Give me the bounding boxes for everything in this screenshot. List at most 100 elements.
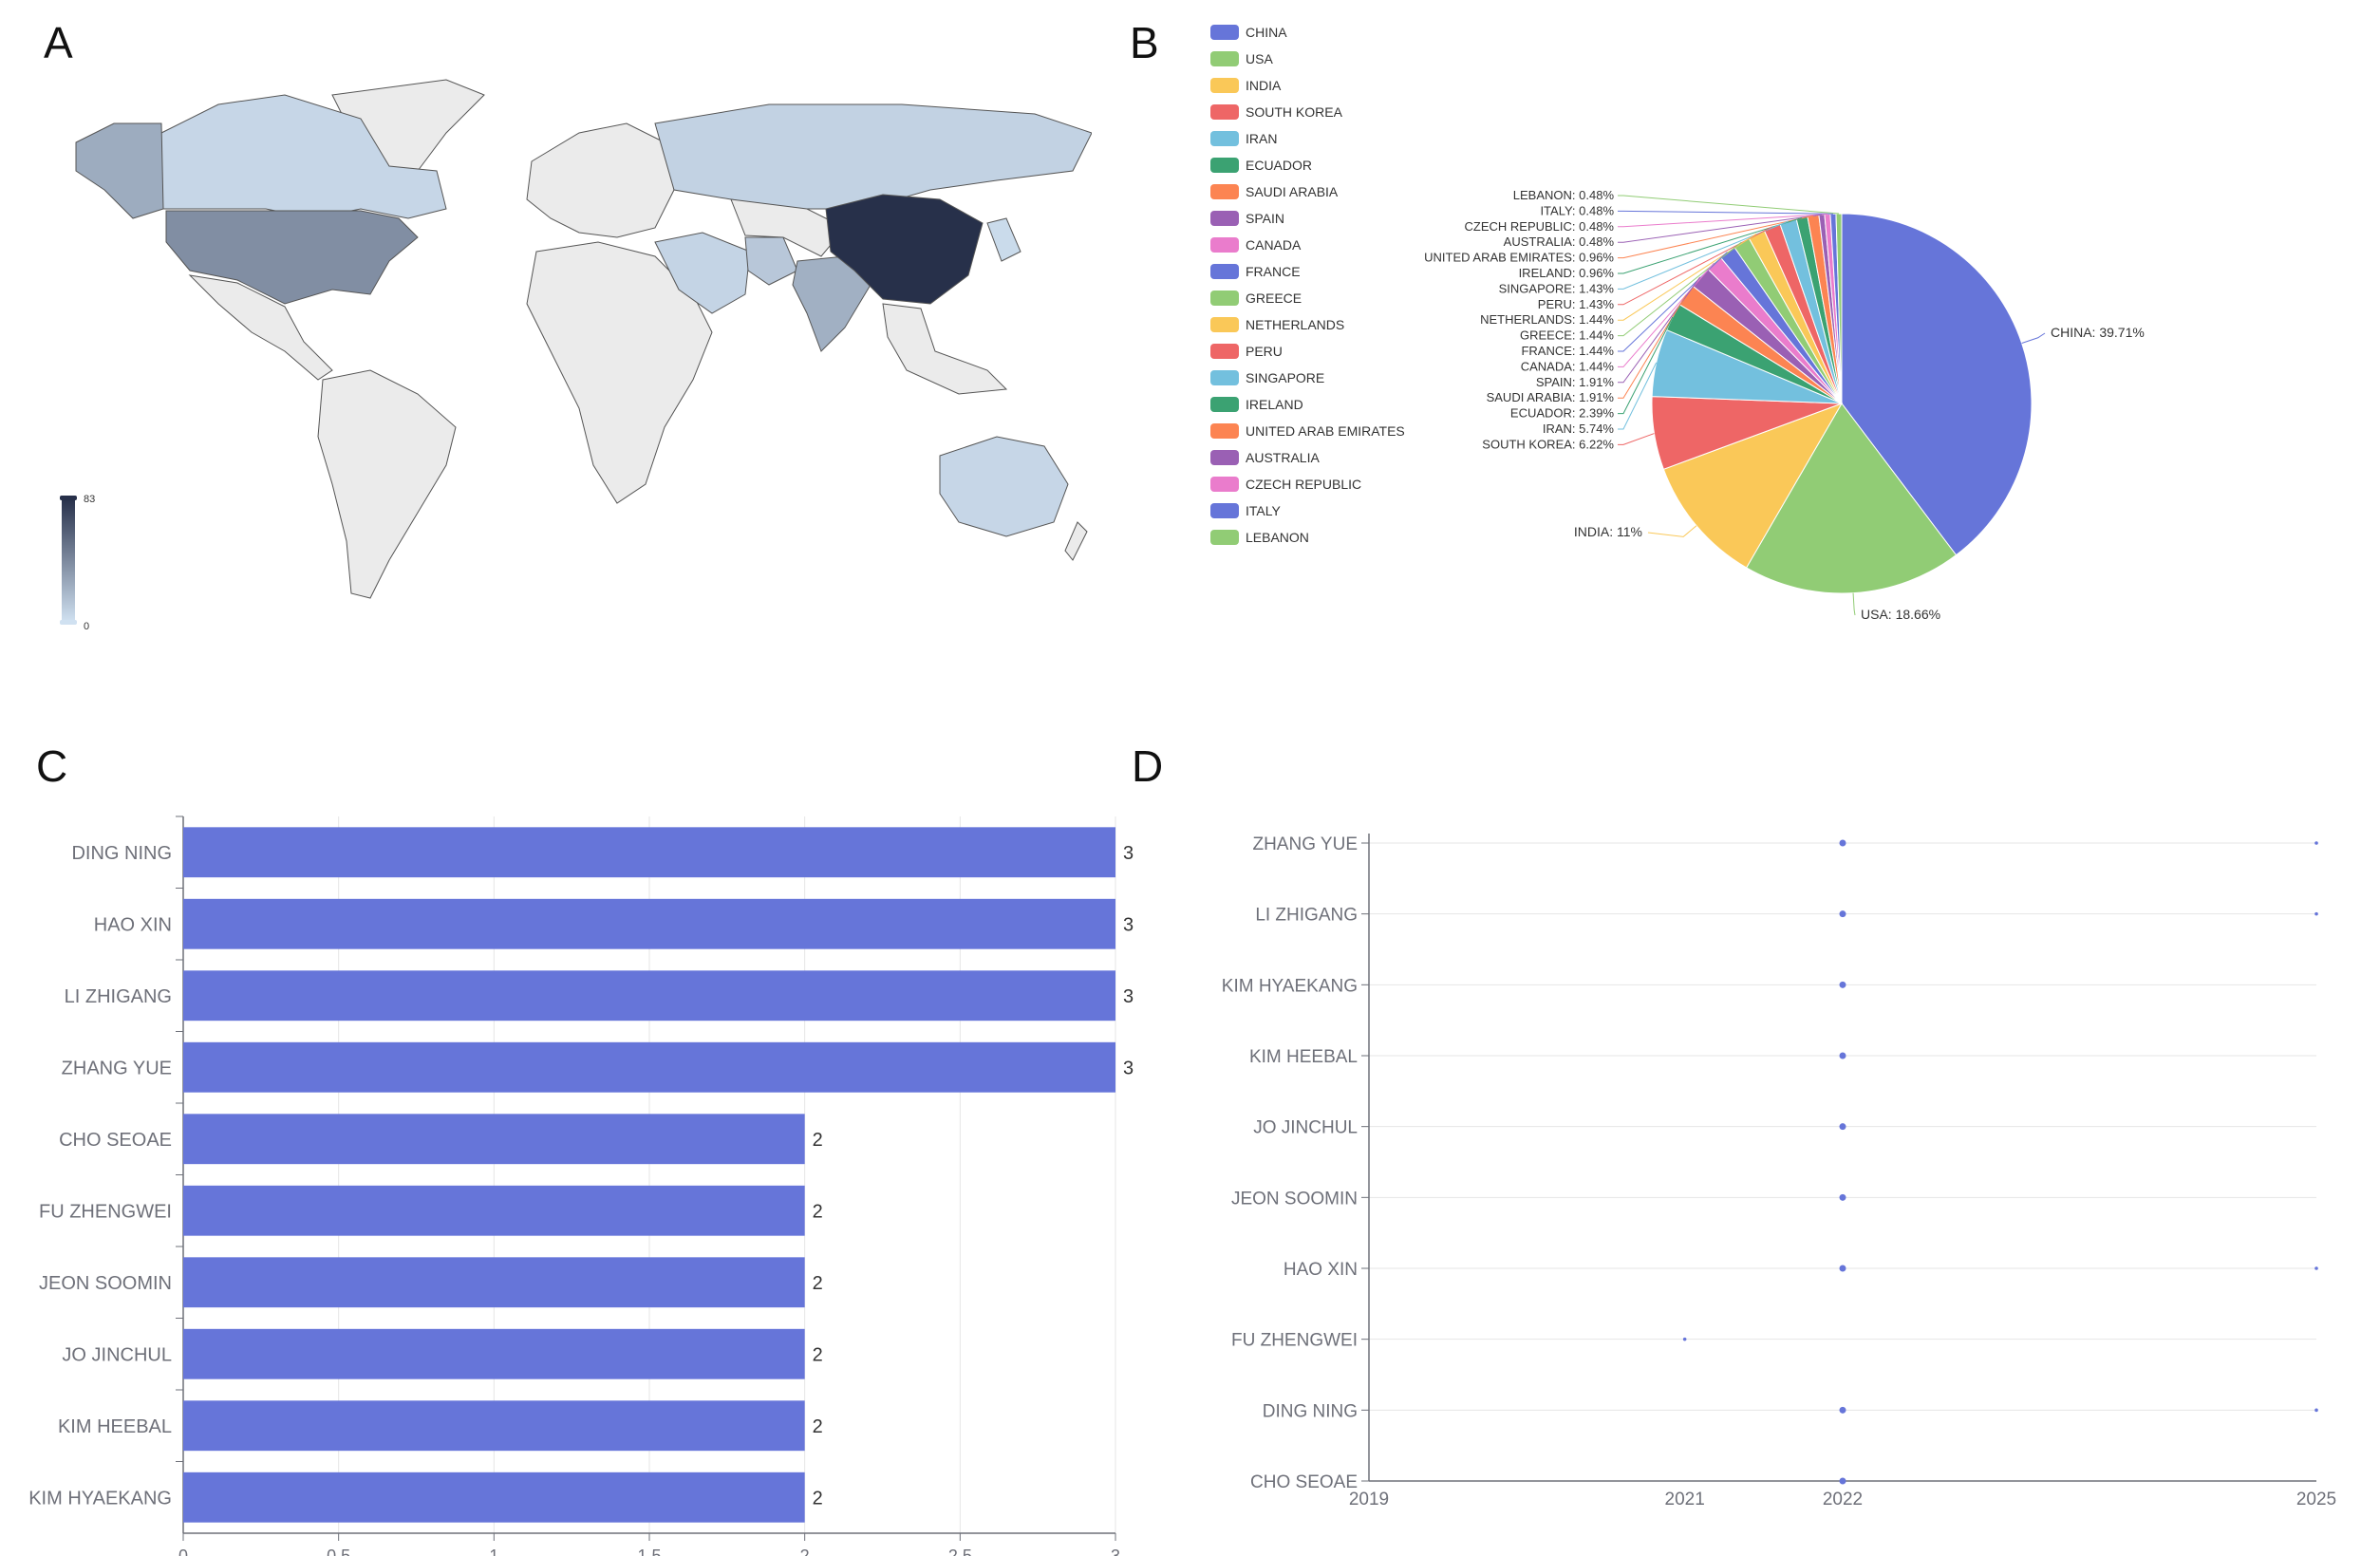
x-tick-label: 0.5 [327, 1547, 350, 1556]
pie-slice[interactable] [1841, 213, 2033, 556]
map-land [75, 79, 1092, 599]
bar[interactable] [183, 1114, 805, 1165]
bar[interactable] [183, 1400, 805, 1452]
scatter-point[interactable] [1839, 981, 1846, 988]
bar[interactable] [183, 1041, 1115, 1093]
pie-slice-label: PERU: 1.43% [1538, 297, 1615, 311]
scatter-point[interactable] [1839, 1265, 1846, 1272]
bar-value-label: 2 [813, 1130, 823, 1151]
y-category-label: HAO XIN [1284, 1260, 1358, 1280]
bar[interactable] [183, 898, 1115, 949]
legend-item[interactable]: CHINA [1210, 25, 1287, 40]
pie-slices [1651, 213, 2033, 594]
bar[interactable] [183, 1257, 805, 1308]
scatter-point[interactable] [1839, 1123, 1846, 1131]
legend-item[interactable]: LEBANON [1210, 530, 1309, 545]
legend-label: GREECE [1246, 291, 1302, 306]
scatter-point[interactable] [1839, 1477, 1846, 1485]
pie-slice-label: CANADA: 1.44% [1521, 359, 1615, 373]
pie-label-line [1618, 214, 1822, 243]
pie-label-line [1618, 195, 1840, 215]
y-category-label: DING NING [1263, 1401, 1358, 1421]
pie-slice-label: IRAN: 5.74% [1543, 422, 1615, 436]
country-new-zealand [1064, 521, 1088, 561]
legend-label: ITALY [1246, 503, 1281, 518]
legend-item[interactable]: IRELAND [1210, 397, 1303, 412]
legend-item[interactable]: GREECE [1210, 291, 1302, 306]
x-tick-label: 2021 [1665, 1490, 1705, 1509]
x-tick-label: 1 [489, 1547, 498, 1556]
pie-label-line [1618, 233, 1757, 321]
pie-label-line [1618, 316, 1674, 415]
scatter-point[interactable] [1839, 910, 1846, 918]
legend-swatch [1210, 370, 1239, 385]
legend-handle-high[interactable] [60, 496, 77, 500]
scatter-point[interactable] [2314, 841, 2318, 845]
scatter-point[interactable] [1839, 1406, 1846, 1414]
pie-label-line [1618, 215, 1814, 259]
bar-value-label: 3 [1123, 986, 1134, 1007]
legend-item[interactable]: CZECH REPUBLIC [1210, 477, 1361, 492]
world-map-chart: 83 0 [60, 79, 1092, 632]
x-tick-label: 2 [800, 1547, 810, 1556]
legend-swatch [1210, 131, 1239, 146]
x-tick-label: 1.5 [637, 1547, 661, 1556]
legend-swatch [1210, 78, 1239, 93]
legend-item[interactable]: INDIA [1210, 78, 1282, 93]
pie-chart: CHINA USA INDIA SOUTH KOREA IRAN ECUADOR SAUDI… [1210, 25, 2145, 622]
scatter-point[interactable] [1839, 839, 1846, 847]
scatter-point[interactable] [1839, 1193, 1846, 1201]
legend-item[interactable]: AUSTRALIA [1210, 450, 1320, 465]
legend-handle-low[interactable] [60, 620, 77, 625]
legend-item[interactable]: SPAIN [1210, 211, 1284, 226]
scatter-point[interactable] [1682, 1337, 1687, 1341]
scatter-point[interactable] [1839, 1052, 1846, 1059]
legend-item[interactable]: SINGAPORE [1210, 370, 1324, 385]
x-tick-label: 2022 [1823, 1490, 1863, 1509]
legend-item[interactable]: ECUADOR [1210, 158, 1312, 173]
bar[interactable] [183, 970, 1115, 1022]
pie-slice-label: AUSTRALIA: 0.48% [1504, 234, 1615, 249]
legend-item[interactable]: ITALY [1210, 503, 1281, 518]
legend-item[interactable]: PERU [1210, 344, 1283, 359]
legend-label: LEBANON [1246, 530, 1309, 545]
legend-label: INDIA [1246, 78, 1282, 93]
scatter-point[interactable] [2314, 1266, 2318, 1270]
legend-label: IRAN [1246, 131, 1277, 146]
legend-item[interactable]: UNITED ARAB EMIRATES [1210, 423, 1405, 439]
legend-gradient-bar[interactable] [62, 498, 75, 622]
legend-item[interactable]: NETHERLANDS [1210, 317, 1344, 332]
legend-item[interactable]: SOUTH KOREA [1210, 104, 1343, 120]
visual-map-legend[interactable]: 83 0 [60, 494, 95, 632]
bar[interactable] [183, 827, 1115, 878]
y-category-label: FU ZHENGWEI [39, 1201, 172, 1222]
panel-label-d: D [1132, 741, 1164, 791]
legend-label: UNITED ARAB EMIRATES [1246, 423, 1405, 439]
x-tick-label: 2.5 [948, 1547, 972, 1556]
legend-swatch [1210, 25, 1239, 40]
pie-label-line [1618, 220, 1789, 290]
pie-label-line [1618, 241, 1742, 337]
pie-slice-label: ITALY: 0.48% [1540, 203, 1614, 217]
pie-label-line [1852, 592, 1856, 616]
country-central-asia [730, 198, 846, 257]
scatter-point[interactable] [2314, 1408, 2318, 1413]
pie-slice-label: SAUDI ARABIA: 1.91% [1487, 390, 1615, 404]
bar[interactable] [183, 1472, 805, 1523]
pie-legend[interactable]: CHINA USA INDIA SOUTH KOREA IRAN ECUADOR SAUDI… [1210, 25, 1405, 545]
legend-item[interactable]: CANADA [1210, 237, 1302, 253]
legend-item[interactable]: FRANCE [1210, 264, 1301, 279]
bar[interactable] [183, 1328, 805, 1379]
country-australia [939, 436, 1069, 537]
bar[interactable] [183, 1185, 805, 1236]
pie-slice-label: LEBANON: 0.48% [1513, 188, 1615, 202]
scatter-point[interactable] [2314, 911, 2318, 916]
legend-item[interactable]: SAUDI ARABIA [1210, 184, 1339, 199]
legend-item[interactable]: USA [1210, 51, 1273, 66]
legend-label: AUSTRALIA [1246, 450, 1320, 465]
bar-value-label: 3 [1123, 1058, 1134, 1078]
legend-item[interactable]: IRAN [1210, 131, 1277, 146]
legend-swatch [1210, 264, 1239, 279]
legend-swatch [1210, 503, 1239, 518]
pie-slice-label: SOUTH KOREA: 6.22% [1482, 437, 1614, 451]
